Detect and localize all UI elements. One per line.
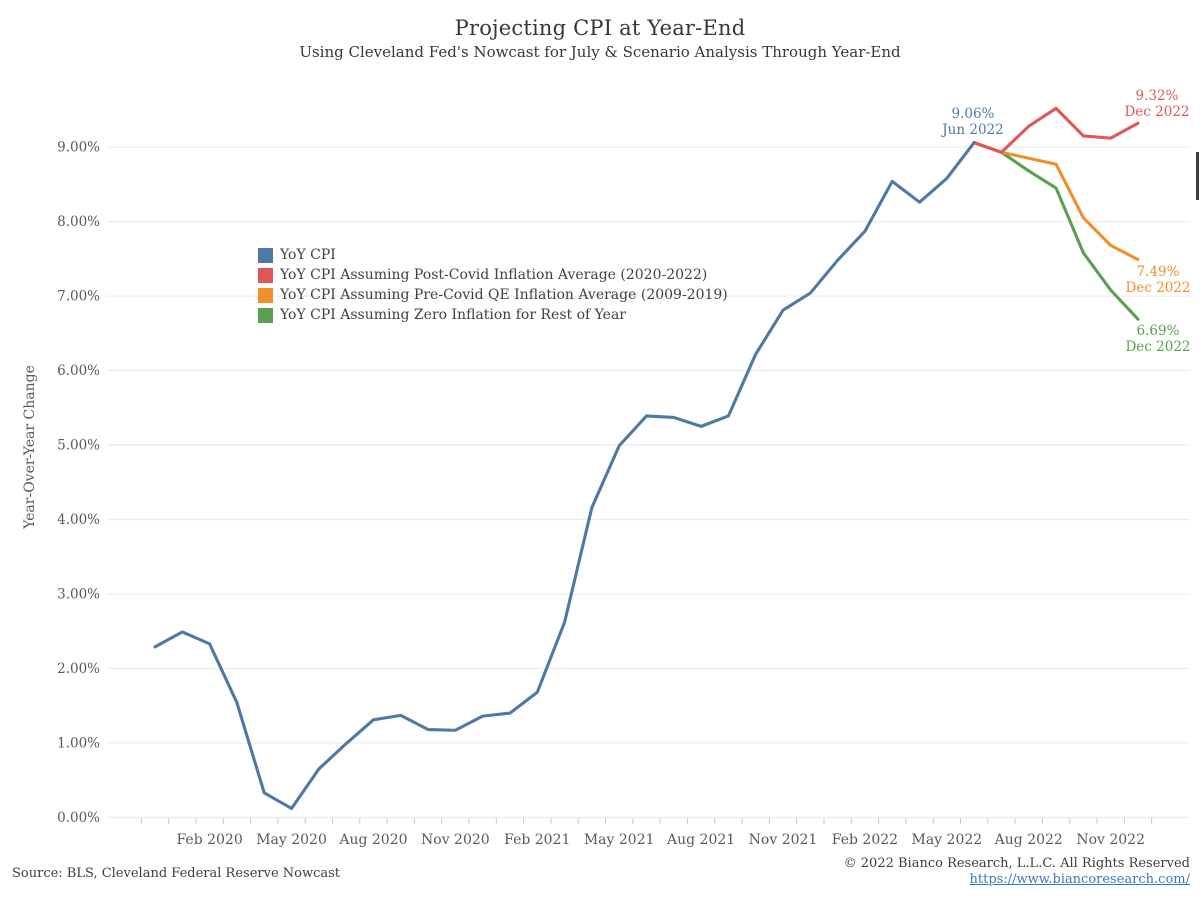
legend-item: YoY CPI Assuming Pre-Covid QE Inflation … (258, 285, 728, 305)
legend-label: YoY CPI Assuming Post-Covid Inflation Av… (280, 267, 708, 283)
series-annotation: Jun 2022 (940, 122, 1003, 138)
legend-swatch-icon (258, 287, 273, 303)
series-annotation: 6.69% (1137, 323, 1180, 339)
x-tick-label: May 2020 (256, 832, 327, 848)
legend-item: YoY CPI (258, 245, 728, 265)
x-tick-label: Nov 2021 (749, 832, 818, 848)
y-tick-label: 3.00% (57, 586, 100, 602)
y-tick-label: 1.00% (57, 735, 100, 751)
legend-swatch-icon (258, 307, 273, 323)
x-tick-label: Feb 2022 (832, 832, 898, 848)
x-tick-label: Nov 2022 (1076, 832, 1145, 848)
legend-item: YoY CPI Assuming Zero Inflation for Rest… (258, 305, 728, 325)
legend-label: YoY CPI Assuming Pre-Covid QE Inflation … (280, 287, 728, 303)
y-tick-label: 2.00% (57, 661, 100, 677)
series-annotation: 9.06% (952, 106, 995, 122)
x-tick-label: May 2022 (912, 832, 983, 848)
page-subtitle: Using Cleveland Fed's Nowcast for July &… (299, 43, 901, 61)
scrollbar-thumb[interactable] (1196, 152, 1199, 200)
series-annotation: Dec 2022 (1125, 339, 1190, 355)
x-tick-label: Feb 2020 (176, 832, 242, 848)
x-tick-label: Aug 2022 (994, 832, 1063, 848)
y-tick-label: 5.00% (57, 438, 100, 454)
x-tick-label: Nov 2020 (421, 832, 490, 848)
legend-swatch-icon (258, 247, 273, 263)
series-annotation: 9.32% (1136, 88, 1179, 104)
x-tick-label: Feb 2021 (504, 832, 570, 848)
footer-right: © 2022 Bianco Research, L.L.C. All Right… (844, 856, 1190, 888)
x-tick-label: Aug 2021 (666, 832, 735, 848)
y-tick-label: 7.00% (57, 289, 100, 305)
y-axis-title: Year-Over-Year Change (22, 365, 38, 529)
x-tick-label: Aug 2020 (338, 832, 407, 848)
series-annotation: Dec 2022 (1124, 104, 1189, 120)
legend-label: YoY CPI (280, 247, 336, 263)
x-tick-label: May 2021 (584, 832, 655, 848)
biancoresearch-link[interactable]: https://www.biancoresearch.com/ (969, 872, 1190, 887)
copyright-note: © 2022 Bianco Research, L.L.C. All Right… (843, 856, 1190, 871)
page-title: Projecting CPI at Year-End (454, 16, 746, 40)
series-line (972, 141, 1140, 321)
source-note: Source: BLS, Cleveland Federal Reserve N… (12, 866, 341, 881)
y-tick-label: 0.00% (57, 810, 100, 826)
series-line (972, 141, 1140, 262)
chart-legend: YoY CPI YoY CPI Assuming Post-Covid Infla… (258, 245, 728, 325)
y-tick-label: 9.00% (57, 140, 100, 156)
series-line (153, 141, 976, 811)
y-tick-label: 6.00% (57, 363, 100, 379)
legend-swatch-icon (258, 267, 273, 283)
legend-item: YoY CPI Assuming Post-Covid Inflation Av… (258, 265, 728, 285)
series-annotation: 7.49% (1137, 264, 1180, 280)
series-line (972, 106, 1140, 154)
y-tick-label: 8.00% (57, 214, 100, 230)
legend-label: YoY CPI Assuming Zero Inflation for Rest… (280, 307, 627, 323)
series-annotation: Dec 2022 (1125, 280, 1190, 296)
y-tick-label: 4.00% (57, 512, 100, 528)
